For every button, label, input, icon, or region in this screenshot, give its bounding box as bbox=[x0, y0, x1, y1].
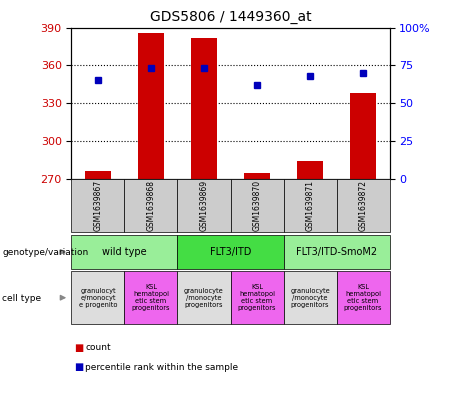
Text: GSM1639867: GSM1639867 bbox=[94, 180, 102, 231]
Bar bbox=[297, 161, 323, 179]
Text: percentile rank within the sample: percentile rank within the sample bbox=[85, 363, 238, 372]
Text: GSM1639871: GSM1639871 bbox=[306, 180, 314, 231]
Text: GSM1639870: GSM1639870 bbox=[253, 180, 261, 231]
Text: FLT3/ITD: FLT3/ITD bbox=[210, 247, 251, 257]
Bar bbox=[350, 93, 376, 179]
Text: ■: ■ bbox=[74, 343, 83, 353]
Bar bbox=[244, 173, 270, 179]
Text: ■: ■ bbox=[74, 362, 83, 373]
Text: KSL
hematopoi
etic stem
progenitors: KSL hematopoi etic stem progenitors bbox=[238, 284, 276, 311]
Text: KSL
hematopoi
etic stem
progenitors: KSL hematopoi etic stem progenitors bbox=[132, 284, 170, 311]
Text: FLT3/ITD-SmoM2: FLT3/ITD-SmoM2 bbox=[296, 247, 377, 257]
Text: wild type: wild type bbox=[102, 247, 147, 257]
Text: GSM1639869: GSM1639869 bbox=[200, 180, 208, 231]
Text: KSL
hematopoi
etic stem
progenitors: KSL hematopoi etic stem progenitors bbox=[344, 284, 382, 311]
Text: GSM1639868: GSM1639868 bbox=[147, 180, 155, 231]
Text: granulocyte
/monocyte
progenitors: granulocyte /monocyte progenitors bbox=[184, 288, 224, 308]
Text: count: count bbox=[85, 343, 111, 352]
Text: genotype/variation: genotype/variation bbox=[2, 248, 89, 257]
Text: GDS5806 / 1449360_at: GDS5806 / 1449360_at bbox=[150, 10, 311, 24]
Bar bbox=[138, 33, 164, 179]
Bar bbox=[191, 38, 217, 179]
Text: granulocyt
e/monocyt
e progenito: granulocyt e/monocyt e progenito bbox=[79, 288, 117, 308]
Text: granulocyte
/monocyte
progenitors: granulocyte /monocyte progenitors bbox=[290, 288, 330, 308]
Text: cell type: cell type bbox=[2, 294, 41, 303]
Text: GSM1639872: GSM1639872 bbox=[359, 180, 367, 231]
Bar bbox=[85, 171, 111, 179]
